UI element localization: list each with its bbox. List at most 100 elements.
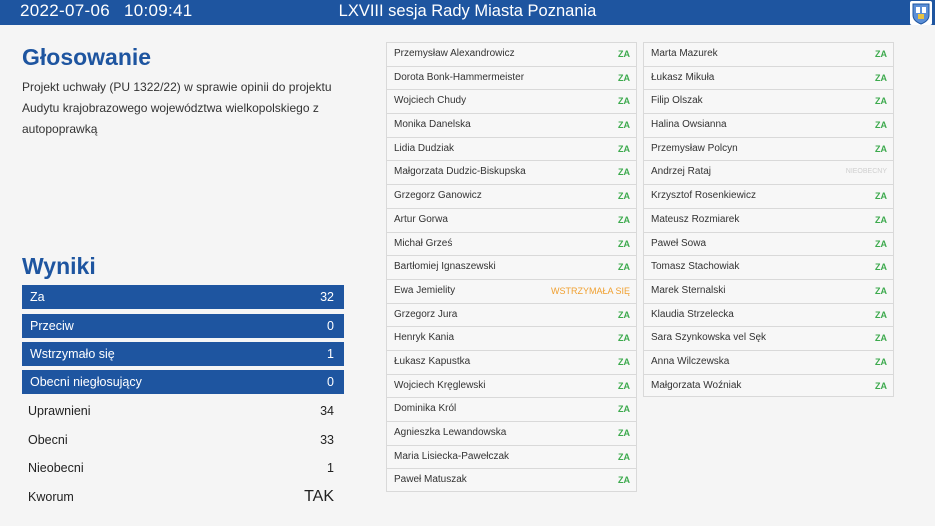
councillor-name: Ewa Jemielity	[394, 284, 456, 296]
vote-row: Filip Olszak ZA	[643, 89, 894, 114]
vote-row: Dominika Król ZA	[386, 397, 637, 421]
vote-status: ZA	[618, 380, 630, 391]
vote-row: Paweł Sowa ZA	[643, 231, 894, 256]
vote-row: Tomasz Stachowiak ZA	[643, 255, 894, 279]
vote-status: ZA	[875, 96, 887, 107]
councillor-name: Krzysztof Rosenkiewicz	[651, 190, 757, 202]
vote-status: WSTRZYMAŁA SIĘ	[550, 285, 630, 296]
vote-status: ZA	[875, 72, 887, 83]
datetime: 2022-07-06 10:09:41	[20, 0, 193, 22]
councillor-name: Paweł Sowa	[651, 237, 707, 249]
councillor-name: Łukasz Kapustka	[394, 355, 471, 367]
councillor-name: Przemysław Alexandrowicz	[394, 48, 515, 59]
result-value: 1	[327, 461, 334, 475]
vote-row: Małgorzata Dudzic-Biskupska ZA	[386, 160, 637, 185]
councillor-name: Mateusz Rozmiarek	[651, 213, 740, 225]
vote-row: Marek Sternalski ZA	[643, 278, 894, 303]
councillor-name: Grzegorz Jura	[394, 308, 458, 320]
councillor-name: Anna Wilczewska	[651, 355, 730, 367]
vote-row: Halina Owsianna ZA	[643, 113, 894, 137]
vote-row: Łukasz Mikuła ZA	[643, 65, 894, 90]
vote-row: Michał Grześ ZA	[386, 231, 637, 256]
result-value: 33	[320, 433, 334, 447]
result-obecni: Obecni 33	[22, 428, 344, 452]
councillor-name: Łukasz Mikuła	[651, 71, 715, 83]
vote-status: ZA	[618, 428, 630, 438]
councillor-name: Maria Lisiecka-Pawełczak	[394, 450, 510, 462]
vote-status: ZA	[618, 309, 630, 320]
vote-row: Łukasz Kapustka ZA	[386, 349, 637, 374]
vote-status: ZA	[618, 167, 630, 178]
vote-row: Wojciech Kręglewski ZA	[386, 373, 637, 398]
vote-row: Paweł Matuszak ZA	[386, 468, 637, 493]
vote-row: Grzegorz Ganowicz ZA	[386, 184, 637, 208]
votes-column-2: Marta Mazurek ZA Łukasz Mikuła ZA Filip Olsz…	[643, 42, 894, 398]
vote-status: ZA	[875, 238, 887, 249]
vote-status: ZA	[618, 238, 630, 249]
result-label: Wstrzymało się	[30, 347, 115, 361]
councillor-name: Grzegorz Ganowicz	[394, 190, 482, 202]
vote-row: Henryk Kania ZA	[386, 326, 637, 350]
vote-status: ZA	[875, 356, 887, 367]
councillor-name: Filip Olszak	[651, 95, 703, 107]
vote-row: Bartłomiej Ignaszewski ZA	[386, 255, 637, 279]
vote-status: ZA	[618, 72, 630, 83]
vote-status: NIEOBECNY	[845, 168, 887, 176]
councillor-name: Małgorzata Woźniak	[651, 379, 742, 391]
vote-status: ZA	[875, 309, 887, 320]
vote-row: Agnieszka Lewandowska ZA	[386, 421, 637, 445]
result-uprawnieni: Uprawnieni 34	[22, 399, 344, 423]
vote-row: Anna Wilczewska ZA	[643, 349, 894, 374]
vote-row: Przemysław Alexandrowicz ZA	[386, 42, 637, 66]
councillor-name: Agnieszka Lewandowska	[394, 427, 507, 438]
vote-status: ZA	[875, 214, 887, 225]
vote-status: ZA	[875, 285, 887, 296]
result-label: Kworum	[28, 490, 74, 504]
result-value: 1	[327, 347, 334, 361]
result-value: 32	[320, 290, 334, 304]
councillor-name: Lidia Dudziak	[394, 142, 455, 154]
results-heading: Wyniki	[22, 253, 96, 279]
councillor-name: Klaudia Strzelecka	[651, 308, 734, 320]
councillor-name: Monika Danelska	[394, 119, 471, 131]
result-value: 0	[327, 375, 334, 389]
voting-heading: Głosowanie	[22, 44, 152, 70]
vote-row: Maria Lisiecka-Pawełczak ZA	[386, 444, 637, 469]
councillor-name: Wojciech Chudy	[394, 95, 467, 107]
session-title: LXVIII sesja Rady Miasta Poznania	[338, 2, 597, 20]
councillor-name: Dorota Bonk-Hammermeister	[394, 71, 525, 83]
result-wstrzymalo: Wstrzymało się 1	[22, 342, 344, 366]
vote-row: Klaudia Strzelecka ZA	[643, 302, 894, 327]
vote-row: Mateusz Rozmiarek ZA	[643, 207, 894, 232]
vote-status: ZA	[618, 96, 630, 107]
vote-status: ZA	[875, 191, 887, 202]
councillor-name: Małgorzata Dudzic-Biskupska	[394, 166, 526, 178]
votes-column-1: Przemysław Alexandrowicz ZA Dorota Bonk-Ha…	[386, 42, 637, 493]
councillor-name: Dominika Król	[394, 403, 457, 415]
time-text: 10:09:41	[123, 1, 193, 20]
vote-status: ZA	[618, 120, 630, 131]
vote-row: Krzysztof Rosenkiewicz ZA	[643, 184, 894, 208]
vote-status: ZA	[618, 262, 630, 273]
vote-row: Ewa Jemielity WSTRZYMAŁA SIĘ	[386, 278, 637, 303]
result-nieobecni: Nieobecni 1	[22, 456, 344, 480]
councillor-name: Przemysław Polcyn	[651, 142, 738, 154]
result-label: Uprawnieni	[28, 404, 91, 418]
vote-status: ZA	[618, 356, 630, 367]
vote-row: Marta Mazurek ZA	[643, 42, 894, 66]
result-label: Nieobecni	[28, 461, 84, 475]
vote-row: Grzegorz Jura ZA	[386, 302, 637, 327]
result-value: TAK	[304, 488, 334, 505]
result-value: 34	[320, 404, 334, 418]
vote-status: ZA	[618, 49, 630, 59]
vote-status: ZA	[618, 404, 630, 415]
vote-status: ZA	[875, 380, 887, 391]
vote-status: ZA	[618, 143, 630, 154]
result-kworum: Kworum TAK	[22, 485, 344, 509]
vote-row: Sara Szynkowska vel Sęk ZA	[643, 326, 894, 350]
vote-status: ZA	[875, 333, 887, 344]
vote-status: ZA	[875, 143, 887, 154]
vote-status: ZA	[618, 475, 630, 486]
councillor-name: Halina Owsianna	[651, 119, 727, 131]
councillor-name: Marek Sternalski	[651, 284, 726, 296]
